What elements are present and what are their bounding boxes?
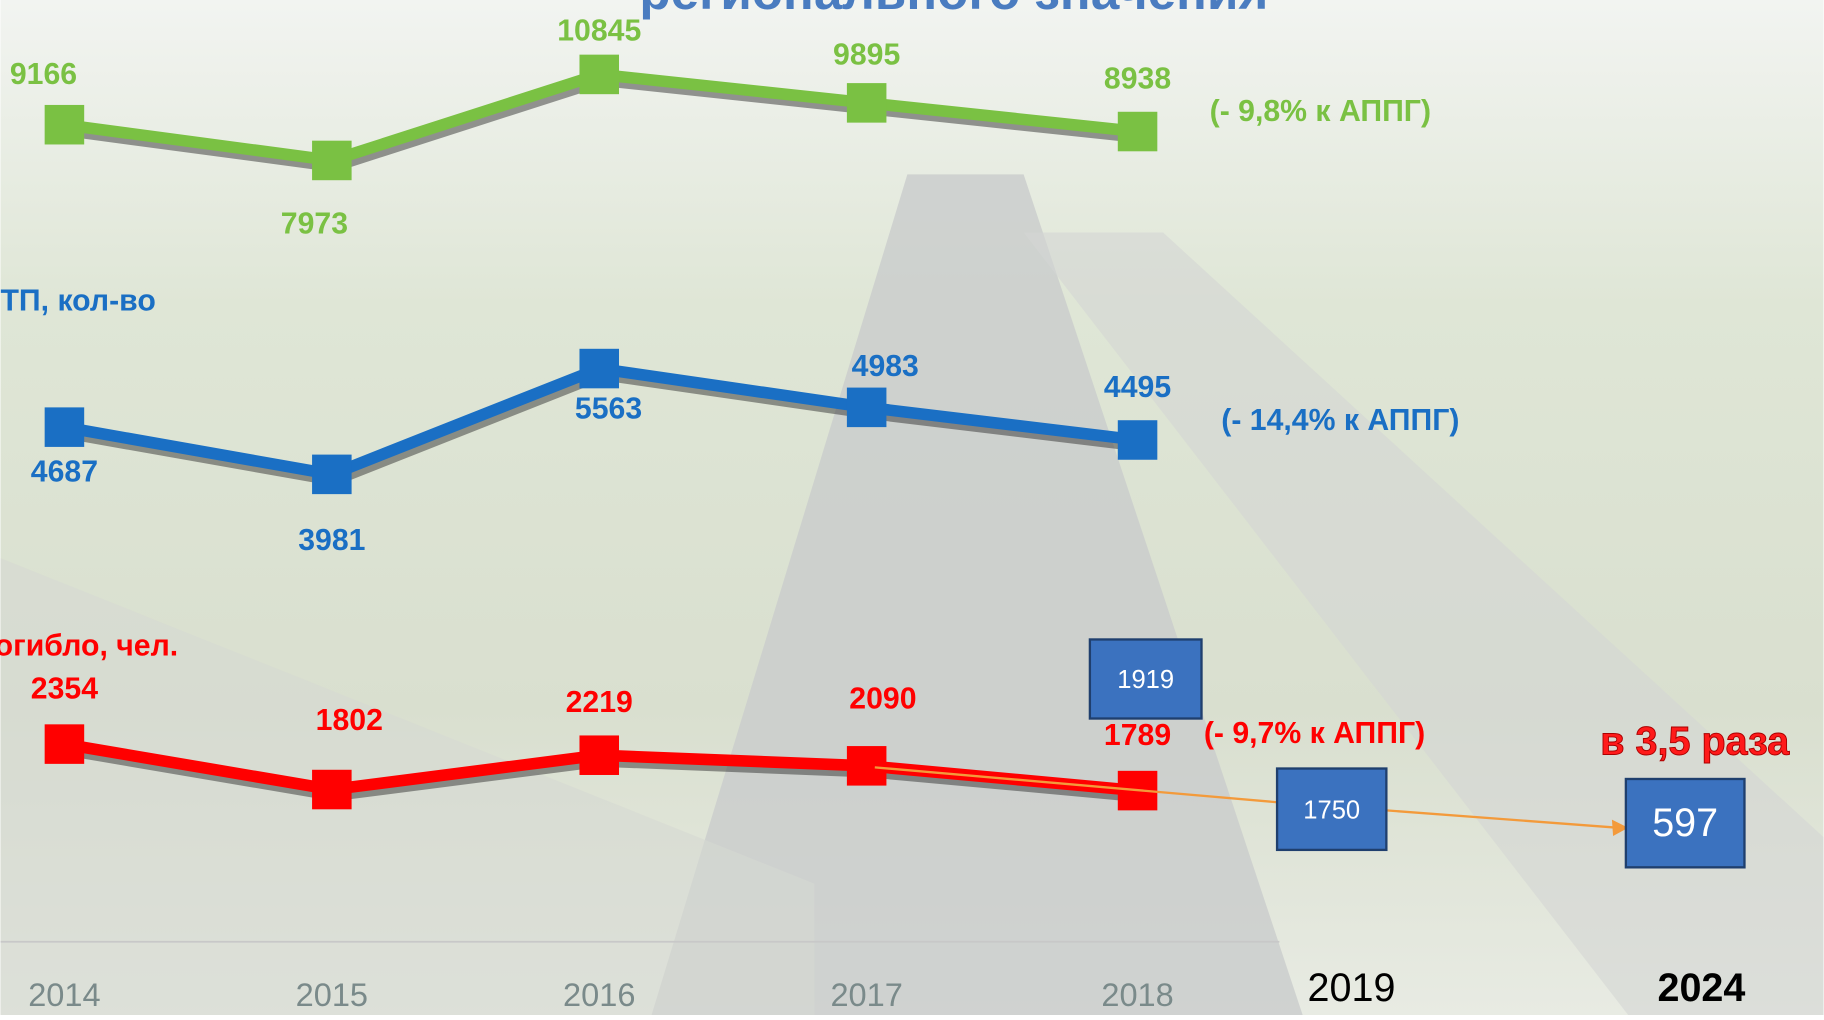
marker — [312, 455, 352, 495]
series-name: ТП, кол-во — [0, 284, 155, 317]
data-label: 4687 — [31, 456, 98, 489]
marker — [579, 349, 619, 389]
target-label: 1750 — [1303, 796, 1360, 824]
target-label: 597 — [1652, 801, 1718, 845]
data-label: 8938 — [1104, 62, 1171, 95]
data-label: 2090 — [849, 683, 916, 716]
x-tick-label: 2018 — [1101, 977, 1173, 1013]
x-tick-label: 2016 — [563, 977, 635, 1013]
data-label: 7973 — [281, 208, 348, 241]
data-label: 3981 — [298, 524, 365, 557]
marker — [1118, 420, 1158, 460]
marker — [45, 105, 85, 145]
marker — [579, 55, 619, 95]
reduction-label: в 3,5 раза — [1600, 720, 1790, 764]
data-label: 9166 — [10, 58, 77, 91]
data-label: 10845 — [557, 15, 641, 48]
series-note: (- 9,8% к АППГ) — [1210, 95, 1431, 128]
data-label: 4983 — [852, 350, 919, 383]
x-tick-label: 2019 — [1308, 966, 1396, 1010]
target-label: 1919 — [1117, 666, 1174, 694]
marker — [579, 735, 619, 775]
title: регионального значения — [639, 0, 1268, 20]
x-tick-label: 2017 — [830, 977, 902, 1013]
chart: регионального значения 2014 2015 2016 2017 2… — [0, 0, 1824, 1015]
data-label: 1802 — [316, 704, 383, 737]
data-label: 1789 — [1104, 719, 1171, 752]
x-tick-label: 2014 — [28, 977, 100, 1013]
marker — [1118, 112, 1158, 152]
marker — [847, 83, 887, 123]
series-note: (- 14,4% к АППГ) — [1221, 404, 1459, 437]
series-note: (- 9,7% к АППГ) — [1204, 717, 1425, 750]
marker — [312, 770, 352, 810]
data-label: 2219 — [566, 686, 633, 719]
marker — [45, 724, 85, 764]
marker — [312, 141, 352, 181]
data-label: 4495 — [1104, 371, 1171, 404]
series-name: огибло, чел. — [0, 630, 178, 663]
marker — [847, 746, 887, 786]
page: регионального значения 2014 2015 2016 2017 2… — [0, 0, 1824, 1015]
data-label: 9895 — [833, 38, 900, 71]
data-label: 5563 — [575, 392, 642, 425]
x-tick-label: 2024 — [1657, 966, 1745, 1010]
marker — [45, 407, 85, 447]
marker — [847, 388, 887, 428]
x-tick-label: 2015 — [296, 977, 368, 1013]
data-label: 2354 — [31, 673, 98, 706]
